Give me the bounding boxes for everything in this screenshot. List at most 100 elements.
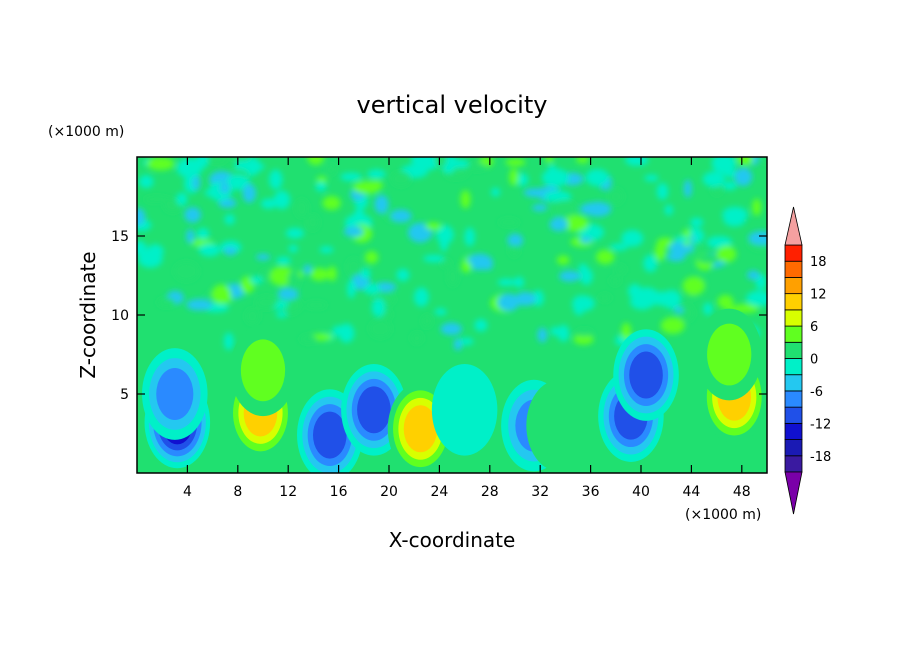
texture-patch	[578, 263, 588, 274]
texture-patch	[146, 244, 164, 259]
colorbar-swatch	[784, 293, 803, 311]
texture-patch	[374, 194, 389, 214]
contour-band	[629, 351, 663, 399]
colorbar-bottom-arrow	[784, 471, 803, 515]
texture-patch	[269, 169, 283, 190]
texture-patch	[239, 162, 265, 171]
texture-patch	[371, 298, 386, 317]
velocity-cells	[142, 308, 767, 473]
texture-patch	[223, 246, 238, 256]
texture-patch	[447, 267, 459, 287]
texture-patch	[287, 270, 301, 291]
texture-patch	[422, 314, 433, 328]
texture-patch	[508, 244, 520, 257]
texture-patch	[436, 225, 454, 245]
contour-band	[707, 323, 752, 386]
texture-patch	[461, 261, 472, 273]
x-tick-label: 32	[531, 484, 549, 500]
texture-patch	[549, 217, 568, 232]
texture-patch	[752, 198, 762, 216]
x-tick-label: 8	[233, 484, 242, 500]
texture-patch	[186, 298, 213, 311]
texture-patch	[295, 199, 309, 218]
texture-patch	[224, 214, 235, 225]
texture-patch	[326, 163, 336, 176]
texture-patch	[260, 269, 271, 280]
texture-patch	[466, 253, 493, 271]
texture-patch	[505, 158, 526, 167]
texture-patch	[260, 198, 278, 209]
texture-patch	[307, 157, 325, 166]
texture-patch	[716, 245, 737, 263]
texture-patch	[682, 276, 706, 296]
texture-patch	[196, 228, 210, 240]
texture-patch	[435, 157, 447, 168]
texture-patch	[423, 254, 445, 263]
texture-patch	[242, 183, 257, 203]
texture-patch	[562, 215, 589, 232]
texture-patch	[391, 171, 411, 187]
texture-patch	[410, 332, 423, 345]
texture-patch	[396, 268, 410, 282]
texture-patch	[303, 264, 312, 274]
texture-patch	[306, 214, 320, 231]
texture-patch	[255, 296, 278, 310]
texture-patch	[369, 319, 392, 338]
texture-patch	[464, 227, 475, 247]
texture-patch	[276, 256, 291, 265]
texture-patch	[541, 168, 570, 187]
texture-patch	[249, 276, 263, 284]
texture-patch	[277, 288, 299, 300]
colorbar-label: 6	[810, 320, 818, 335]
texture-patch	[717, 294, 734, 309]
texture-patch	[507, 233, 524, 248]
texture-patch	[346, 257, 362, 276]
texture-patch	[347, 279, 356, 299]
texture-patch	[217, 296, 233, 303]
texture-patch	[474, 319, 488, 332]
colorbar-label: -12	[810, 417, 831, 432]
texture-patch	[285, 304, 296, 316]
texture-patch	[440, 322, 463, 336]
texture-patch	[157, 297, 176, 308]
x-tick-label: 44	[682, 484, 700, 500]
texture-patch	[490, 187, 501, 197]
colorbar-swatch	[784, 374, 803, 392]
texture-patch	[434, 308, 447, 316]
texture-patch	[186, 229, 195, 244]
texture-patch	[545, 157, 554, 163]
colorbar-swatch	[784, 422, 803, 440]
texture-patch	[285, 227, 305, 239]
texture-patch	[644, 174, 659, 182]
texture-patch	[595, 249, 615, 265]
texture-patch	[460, 190, 471, 209]
texture-patch	[198, 243, 221, 257]
texture-patch	[532, 204, 548, 212]
texture-patch	[459, 337, 474, 346]
colorbar-label: -18	[810, 450, 831, 465]
x-tick-label: 24	[430, 484, 448, 500]
texture-patch	[656, 182, 669, 200]
texture-patch	[225, 174, 251, 191]
velocity-cell	[341, 363, 407, 456]
texture-patch	[468, 162, 487, 172]
colorbar-swatch	[784, 455, 803, 473]
texture-patch	[674, 235, 691, 243]
texture-patch	[678, 304, 695, 322]
colorbar-swatch	[784, 325, 803, 343]
texture-patch	[310, 268, 330, 281]
texture-patch	[514, 291, 537, 306]
chart-title: vertical velocity	[357, 91, 548, 119]
texture-patch	[390, 209, 412, 223]
velocity-cell	[142, 348, 208, 440]
texture-patch	[338, 323, 355, 343]
texture-patch	[497, 293, 520, 312]
y-axis-label: Z-coordinate	[76, 251, 100, 378]
contour-band	[403, 405, 438, 453]
x-axis-label: X-coordinate	[389, 528, 516, 552]
contour-band	[431, 363, 498, 456]
texture-patch	[411, 157, 420, 166]
texture-patch	[543, 190, 572, 202]
velocity-cell	[431, 363, 498, 456]
